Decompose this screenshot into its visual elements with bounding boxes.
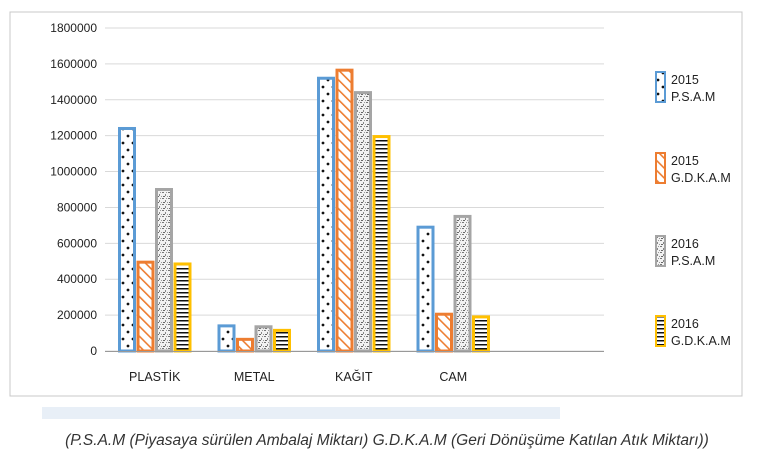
bar [236, 337, 254, 353]
legend-item: 2015 P.S.A.M [655, 71, 715, 104]
x-tick-label: METAL [234, 370, 275, 384]
legend-label: P.S.A.M [671, 90, 715, 104]
legend-swatch [655, 71, 666, 103]
y-tick-label: 0 [90, 344, 97, 358]
y-tick-label: 400000 [57, 272, 97, 286]
bar [155, 188, 173, 353]
bar [335, 68, 354, 353]
legend-label: 2016 [671, 317, 699, 331]
bar [173, 262, 192, 353]
chart-caption: (P.S.A.M (Piyasaya sürülen Ambalaj Mikta… [65, 432, 709, 449]
bar [472, 315, 490, 353]
legend-swatch [655, 152, 666, 184]
bar [217, 324, 236, 353]
legend-item: 2015 G.D.K.A.M [655, 152, 731, 185]
bar [254, 325, 273, 353]
x-tick-label: KAĞIT [335, 369, 373, 384]
y-tick-label: 1000000 [50, 165, 97, 179]
y-tick-label: 1800000 [50, 21, 97, 35]
legend-swatch [655, 315, 666, 347]
x-tick-label: PLASTİK [129, 370, 181, 384]
legend: 2015 P.S.A.M 2015 G.D.K.A.M 2016 P.S.A.M 2016 G… [655, 71, 731, 348]
bar [136, 260, 155, 353]
chart-shadow-band [42, 407, 560, 419]
bar [118, 126, 136, 353]
legend-item: 2016 P.S.A.M [655, 235, 715, 268]
y-tick-label: 600000 [57, 236, 97, 250]
y-tick-label: 1400000 [50, 93, 97, 107]
legend-label: G.D.K.A.M [671, 334, 731, 348]
bar [354, 91, 372, 353]
y-tick-label: 200000 [57, 308, 97, 322]
legend-label: P.S.A.M [671, 254, 715, 268]
legend-item: 2016 G.D.K.A.M [655, 315, 731, 348]
y-tick-label: 800000 [57, 200, 97, 214]
bar [273, 328, 291, 353]
legend-label: 2015 [671, 154, 699, 168]
bar [317, 76, 335, 353]
x-tick-label: CAM [439, 370, 467, 384]
bar [435, 312, 453, 353]
bar [453, 214, 472, 353]
bar [372, 135, 391, 353]
y-tick-label: 1600000 [50, 57, 97, 71]
legend-swatch [655, 235, 666, 267]
bar [416, 225, 435, 353]
bars [118, 68, 490, 353]
y-axis-ticks: 0 200000 400000 600000 800000 1000000 1200000 1… [50, 21, 97, 358]
legend-label: G.D.K.A.M [671, 171, 731, 185]
y-tick-label: 1200000 [50, 129, 97, 143]
legend-label: 2015 [671, 73, 699, 87]
category-labels: PLASTİK METAL KAĞIT CAM [129, 369, 467, 384]
legend-label: 2016 [671, 237, 699, 251]
